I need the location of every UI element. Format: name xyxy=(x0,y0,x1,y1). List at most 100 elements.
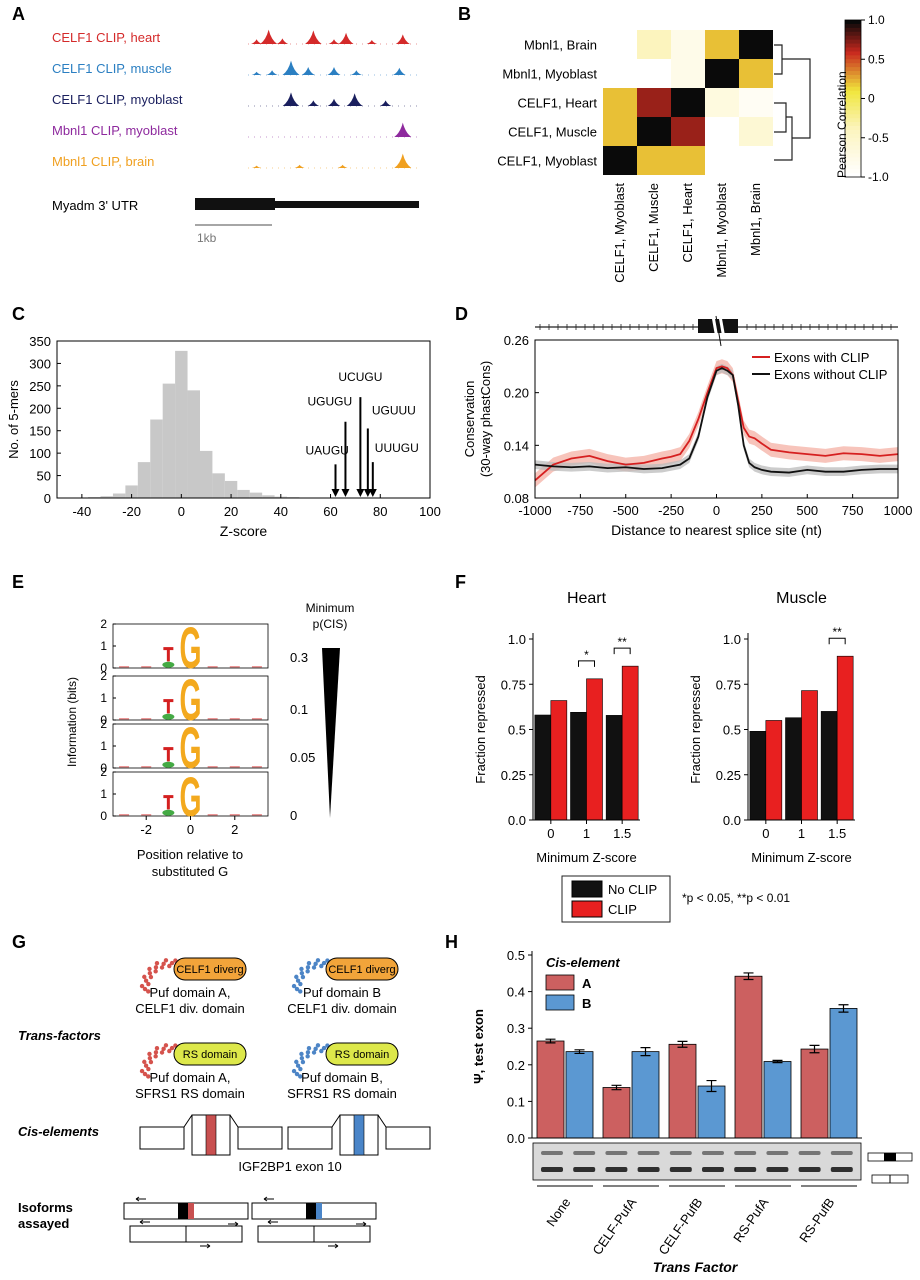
gel-band-lower xyxy=(541,1167,563,1172)
puf-domain-dot xyxy=(148,974,154,980)
track-peak xyxy=(379,100,392,106)
logo-letter-small xyxy=(251,766,262,768)
histogram-bar xyxy=(224,480,238,498)
f-ytick-label: 0.75 xyxy=(716,677,741,692)
f-bar xyxy=(550,700,568,821)
h-bar xyxy=(829,1008,858,1139)
heatmap-col-label: CELF1, Muscle xyxy=(646,183,661,272)
puf-domain-dot xyxy=(163,1043,169,1048)
primer-arrow xyxy=(139,1219,150,1225)
puf-domain-dot xyxy=(146,989,151,994)
track-peak xyxy=(395,34,410,44)
f-sig-bracket xyxy=(578,660,595,667)
h-bar xyxy=(602,1087,631,1139)
gel-band-upper xyxy=(541,1151,563,1155)
logo-ytick-label: 0 xyxy=(100,661,107,675)
colorbar-segment xyxy=(845,67,861,72)
cis-element-mark xyxy=(353,1114,365,1156)
gel-band-upper xyxy=(766,1151,789,1155)
domain-pill-label: CELF1 diverg xyxy=(328,964,395,976)
f-bar xyxy=(534,714,552,821)
logo-ytick-label: 2 xyxy=(100,669,107,683)
f-ytick-label: 0.25 xyxy=(716,768,741,783)
f-bar xyxy=(765,720,783,821)
puf-domain-dot xyxy=(300,1059,306,1065)
puf-domain-dot xyxy=(299,966,304,972)
colorbar-segment xyxy=(845,20,861,25)
puf-domain-dot xyxy=(148,1059,154,1065)
track-label: Mbnl1 CLIP, myoblast xyxy=(52,123,178,138)
factor-caption-line2: SFRS1 RS domain xyxy=(135,1086,245,1101)
colorbar-segment xyxy=(845,129,861,135)
h-bar xyxy=(697,1085,726,1139)
colorbar-segment xyxy=(845,78,861,84)
kmer-arrowhead xyxy=(356,489,365,497)
h-xtick-label: CELF-PufA xyxy=(589,1195,639,1258)
logo-letter-small xyxy=(251,666,262,668)
logo-letter-small xyxy=(119,718,130,720)
d-legend-label: Exons with CLIP xyxy=(774,350,869,365)
f-ytick-label: 0.5 xyxy=(508,723,526,738)
kmer-arrowhead xyxy=(331,489,340,497)
colorbar-segment xyxy=(845,90,861,96)
kmer-label: UGUGU xyxy=(307,395,352,409)
c-ytick-label: 0 xyxy=(44,491,51,506)
logo-letter-small xyxy=(119,766,130,768)
track-peak xyxy=(276,38,289,44)
factor-caption-line2: CELF1 div. domain xyxy=(287,1001,397,1016)
f-legend-swatch-no-clip xyxy=(571,880,603,898)
factor-caption-line2: SFRS1 RS domain xyxy=(287,1086,397,1101)
f-xtick-label: 1 xyxy=(583,826,590,841)
gel-band-upper xyxy=(830,1151,853,1155)
logo-letter-small xyxy=(229,718,240,720)
colorbar-segment xyxy=(845,51,861,56)
heatmap-cell xyxy=(671,88,705,117)
d-xtick-label: 0 xyxy=(713,503,720,518)
h-error-bar xyxy=(574,1049,585,1055)
puf-domain-dot xyxy=(139,983,145,989)
h-xtick-label: RS-PufB xyxy=(796,1195,837,1245)
puf-domain-dot xyxy=(147,1051,152,1057)
f-xlabel: Minimum Z-score xyxy=(536,850,636,865)
f-xtick-label: 0 xyxy=(547,826,554,841)
f-legend-label-clip: CLIP xyxy=(608,902,637,917)
f-legend-label-no-clip: No CLIP xyxy=(608,882,657,897)
h-bar xyxy=(536,1040,565,1139)
pcis-label: 0 xyxy=(290,808,297,823)
isoforms-label-line1: Isoforms xyxy=(18,1200,73,1215)
heatmap-row-label: Mbnl1, Brain xyxy=(524,38,597,53)
puf-domain-dot xyxy=(305,1054,310,1059)
puf-domain-dot xyxy=(294,986,300,992)
histogram-bar xyxy=(162,383,176,498)
track-label: Mbnl1 CLIP, brain xyxy=(52,154,154,169)
puf-domain-dot xyxy=(321,1045,327,1051)
dendrogram-branch-celf-pair xyxy=(774,102,787,133)
heatmap-cell xyxy=(705,117,739,146)
f-ylabel: Fraction repressed xyxy=(473,675,488,783)
track-peak xyxy=(307,100,320,106)
logo-xtick-label: 2 xyxy=(231,822,238,837)
puf-domain-dot xyxy=(305,1050,311,1055)
track-label: CELF1 CLIP, myoblast xyxy=(52,92,183,107)
colorbar-tick-label: 0 xyxy=(868,92,875,106)
f-ylabel: Fraction repressed xyxy=(688,675,703,783)
colorbar-segment xyxy=(845,82,861,88)
logo-letter-small xyxy=(207,666,218,668)
gel-band-upper xyxy=(637,1151,660,1155)
heatmap-cell xyxy=(637,117,671,146)
heatmap-cell xyxy=(739,88,773,117)
puf-domain-dot xyxy=(300,974,306,980)
puf-domain-dot xyxy=(159,1050,165,1055)
puf-domain-dot xyxy=(142,1071,148,1077)
h-error-bar xyxy=(545,1038,556,1044)
domain-pill-label: RS domain xyxy=(335,1049,389,1061)
series-line xyxy=(534,365,899,482)
domain-pill xyxy=(173,957,247,981)
panel-b-heatmap: Mbnl1, Brain Mbnl1, Myoblast CELF1, Heart C… xyxy=(497,13,889,283)
f-bar xyxy=(820,711,838,821)
d-xtick-label: -750 xyxy=(567,503,593,518)
heatmap-cell xyxy=(705,88,739,117)
h-error-bar xyxy=(611,1084,622,1091)
colorbar-segment xyxy=(845,94,861,100)
logo-letter-t-stem xyxy=(166,700,170,714)
